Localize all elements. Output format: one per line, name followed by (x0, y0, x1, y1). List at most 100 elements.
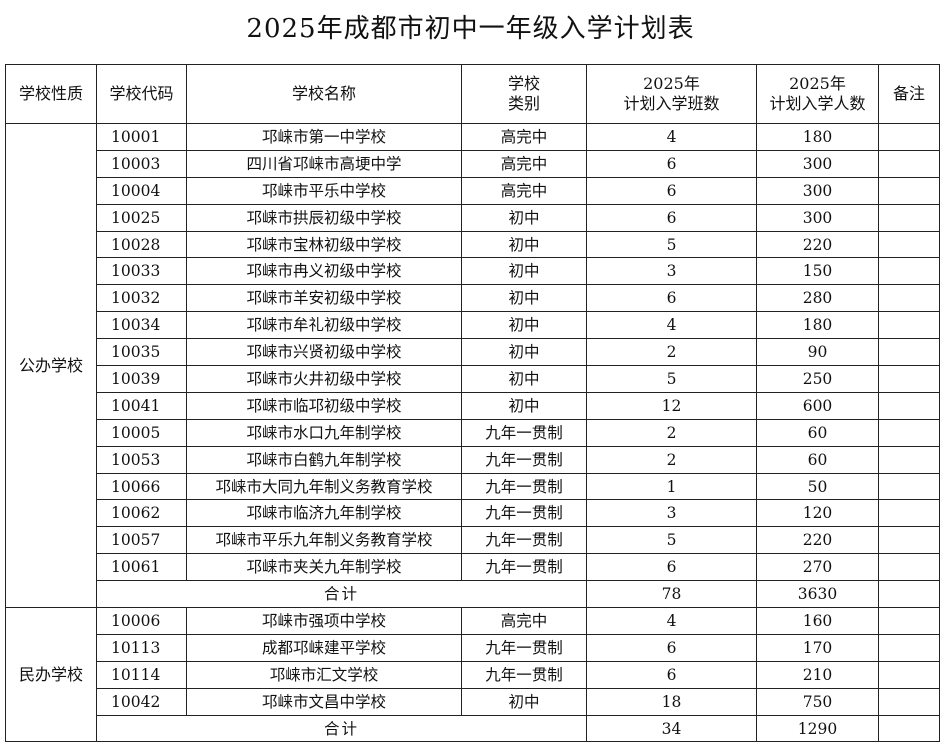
planned-students-cell: 300 (756, 149, 879, 178)
enrollment-plan-table: 学校性质 学校代码 学校名称 学校 类别 2025年 计划入学班数 2025年 … (5, 64, 940, 743)
table-row: 10061 邛崃市夹关九年制学校 九年一贯制 6 270 (6, 553, 940, 582)
header-classes-line1: 2025年 (643, 74, 700, 93)
school-code-cell: 10053 (96, 445, 187, 474)
school-code-cell: 10025 (96, 203, 187, 232)
planned-classes-cell: 3 (586, 499, 757, 528)
planned-students-cell: 180 (756, 311, 879, 340)
total-row: 合计 78 3630 (6, 580, 940, 609)
remarks-cell (878, 284, 940, 313)
planned-students-cell: 170 (756, 633, 879, 662)
planned-classes-cell: 5 (586, 526, 757, 555)
planned-classes-cell: 2 (586, 338, 757, 367)
school-name-cell: 邛崃市夹关九年制学校 (186, 553, 462, 582)
remarks-cell (878, 526, 940, 555)
school-type-cell: 初中 (461, 257, 587, 286)
school-code-cell: 10042 (96, 687, 187, 716)
school-type-cell: 高完中 (461, 176, 587, 205)
planned-classes-cell: 4 (586, 311, 757, 340)
header-classes: 2025年 计划入学班数 (586, 64, 757, 124)
school-code-cell: 10113 (96, 633, 187, 662)
remarks-cell (878, 472, 940, 501)
table-row: 10114 邛崃市汇文学校 九年一贯制 6 210 (6, 660, 940, 689)
header-nature: 学校性质 (5, 64, 97, 124)
school-name-cell: 邛崃市大同九年制义务教育学校 (186, 472, 462, 501)
planned-classes-cell: 4 (586, 607, 757, 635)
table-row: 10039 邛崃市火井初级中学校 初中 5 250 (6, 365, 940, 393)
school-code-cell: 10006 (96, 607, 187, 635)
school-code-cell: 10005 (96, 418, 187, 447)
remarks-cell (878, 687, 940, 716)
school-type-cell: 九年一贯制 (461, 472, 587, 501)
table-row: 民办学校 10006 邛崃市强项中学校 高完中 4 160 (5, 607, 940, 743)
school-type-cell: 九年一贯制 (461, 445, 587, 474)
school-name-cell: 邛崃市临邛初级中学校 (186, 391, 462, 420)
remarks-cell (878, 633, 940, 662)
school-code-cell: 10057 (96, 526, 187, 555)
school-nature-cell: 公办学校 (5, 122, 97, 609)
remarks-cell (878, 580, 940, 609)
total-classes-cell: 78 (586, 580, 757, 609)
planned-classes-cell: 6 (586, 176, 757, 205)
planned-students-cell: 160 (756, 607, 879, 635)
remarks-cell (878, 553, 940, 582)
school-name-cell: 邛崃市火井初级中学校 (186, 365, 462, 393)
school-type-cell: 九年一贯制 (461, 418, 587, 447)
planned-students-cell: 600 (756, 391, 879, 420)
table-row: 10005 邛崃市水口九年制学校 九年一贯制 2 60 (6, 418, 940, 447)
school-type-cell: 高完中 (461, 149, 587, 178)
school-name-cell: 邛崃市兴贤初级中学校 (186, 338, 462, 367)
table-row: 10057 邛崃市平乐九年制义务教育学校 九年一贯制 5 220 (6, 526, 940, 555)
table-body: 公办学校 10001 邛崃市第一中学校 高完中 4 180 10003 四川省邛崃市高埂中学高… (5, 122, 940, 743)
header-remarks: 备注 (878, 64, 940, 124)
remarks-cell (878, 499, 940, 528)
remarks-cell (878, 338, 940, 367)
planned-students-cell: 180 (756, 123, 879, 151)
school-type-cell: 初中 (461, 284, 587, 313)
table-row: 10034 邛崃市牟礼初级中学校 初中 4 180 (6, 311, 940, 340)
total-label: 合计 (96, 714, 587, 743)
header-type: 学校 类别 (461, 64, 587, 124)
school-type-cell: 初中 (461, 338, 587, 367)
table-row: 10003 四川省邛崃市高埂中学 高完中 6 300 (6, 149, 940, 178)
table-row: 10028 邛崃市宝林初级中学校 初中 5 220 (6, 230, 940, 259)
school-type-cell: 高完中 (461, 607, 587, 635)
planned-classes-cell: 5 (586, 230, 757, 259)
planned-classes-cell: 4 (586, 123, 757, 151)
planned-classes-cell: 2 (586, 445, 757, 474)
planned-classes-cell: 12 (586, 391, 757, 420)
school-nature-cell: 民办学校 (5, 607, 97, 743)
school-code-cell: 10033 (96, 257, 187, 286)
planned-classes-cell: 6 (586, 553, 757, 582)
planned-students-cell: 750 (756, 687, 879, 716)
school-name-cell: 四川省邛崃市高埂中学 (186, 149, 462, 178)
planned-students-cell: 60 (756, 445, 879, 474)
school-code-cell: 10035 (96, 338, 187, 367)
planned-students-cell: 60 (756, 418, 879, 447)
school-code-cell: 10039 (96, 365, 187, 393)
total-row: 合计 34 1290 (6, 714, 940, 743)
school-code-cell: 10001 (96, 123, 187, 151)
header-row: 学校性质 学校代码 学校名称 学校 类别 2025年 计划入学班数 2025年 … (5, 64, 940, 124)
remarks-cell (878, 660, 940, 689)
planned-students-cell: 300 (756, 176, 879, 205)
school-name-cell: 邛崃市平乐九年制义务教育学校 (186, 526, 462, 555)
school-name-cell: 邛崃市羊安初级中学校 (186, 284, 462, 313)
table-row: 10041 邛崃市临邛初级中学校 初中 12 600 (6, 391, 940, 420)
header-students-line2: 计划入学人数 (769, 94, 866, 113)
school-type-cell: 九年一贯制 (461, 553, 587, 582)
planned-classes-cell: 2 (586, 418, 757, 447)
school-code-cell: 10032 (96, 284, 187, 313)
table-row: 10066 邛崃市大同九年制义务教育学校 九年一贯制 1 50 (6, 472, 940, 501)
planned-classes-cell: 6 (586, 203, 757, 232)
table-row: 10042 邛崃市文昌中学校 初中 18 750 (6, 687, 940, 716)
school-code-cell: 10062 (96, 499, 187, 528)
school-name-cell: 邛崃市强项中学校 (186, 607, 462, 635)
planned-students-cell: 120 (756, 499, 879, 528)
school-code-cell: 10003 (96, 149, 187, 178)
remarks-cell (878, 311, 940, 340)
school-type-cell: 高完中 (461, 123, 587, 151)
planned-students-cell: 90 (756, 338, 879, 367)
planned-classes-cell: 3 (586, 257, 757, 286)
table-row: 10004 邛崃市平乐中学校 高完中 6 300 (6, 176, 940, 205)
total-students-cell: 1290 (756, 714, 879, 743)
